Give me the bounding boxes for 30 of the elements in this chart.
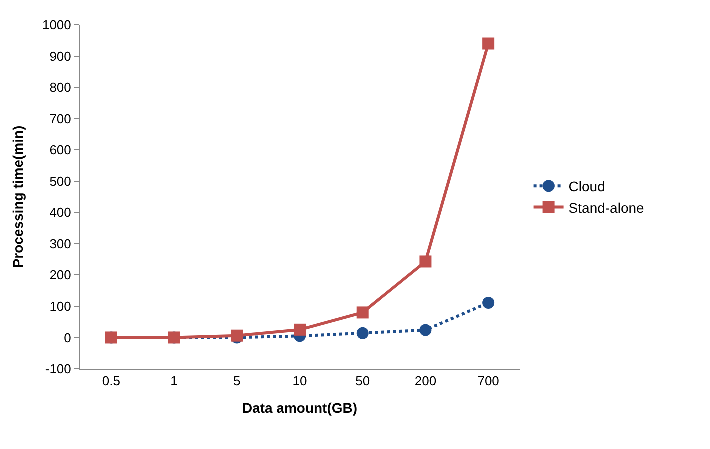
point <box>356 327 369 340</box>
x-tick-label: 200 <box>414 374 437 389</box>
x-tick-label: 700 <box>478 374 500 389</box>
point <box>294 324 306 336</box>
point <box>356 306 369 319</box>
y-tick-label: 500 <box>50 174 72 189</box>
y-tick-label: 400 <box>50 205 72 220</box>
point <box>420 256 432 268</box>
legend-label: Cloud <box>568 178 606 195</box>
y-tick-label: 800 <box>50 80 72 96</box>
y-tick-label: 600 <box>50 142 72 158</box>
y-tick-label: -100 <box>45 362 72 377</box>
point <box>482 38 495 50</box>
y-tick-label: 700 <box>50 111 72 126</box>
x-tick-label: 0.5 <box>102 374 120 389</box>
point <box>482 297 495 310</box>
y-tick-label: 900 <box>50 48 72 64</box>
y-tick-label: 100 <box>50 299 72 314</box>
y-axis-title: Processing time(min) <box>10 126 26 268</box>
y-tick-label: 1000 <box>42 18 72 33</box>
y-tick-label: 200 <box>50 268 72 283</box>
x-tick-label: 1 <box>170 374 178 389</box>
x-tick-label: 10 <box>292 374 308 389</box>
y-tick-label: 0 <box>64 330 72 346</box>
y-tick-label: 300 <box>50 236 72 252</box>
legend-label: Stand-alone <box>568 200 645 216</box>
point <box>420 324 432 336</box>
x-tick-label: 50 <box>356 374 370 389</box>
x-axis-title: Data amount(GB) <box>242 400 358 416</box>
x-tick-label: 5 <box>234 374 241 389</box>
